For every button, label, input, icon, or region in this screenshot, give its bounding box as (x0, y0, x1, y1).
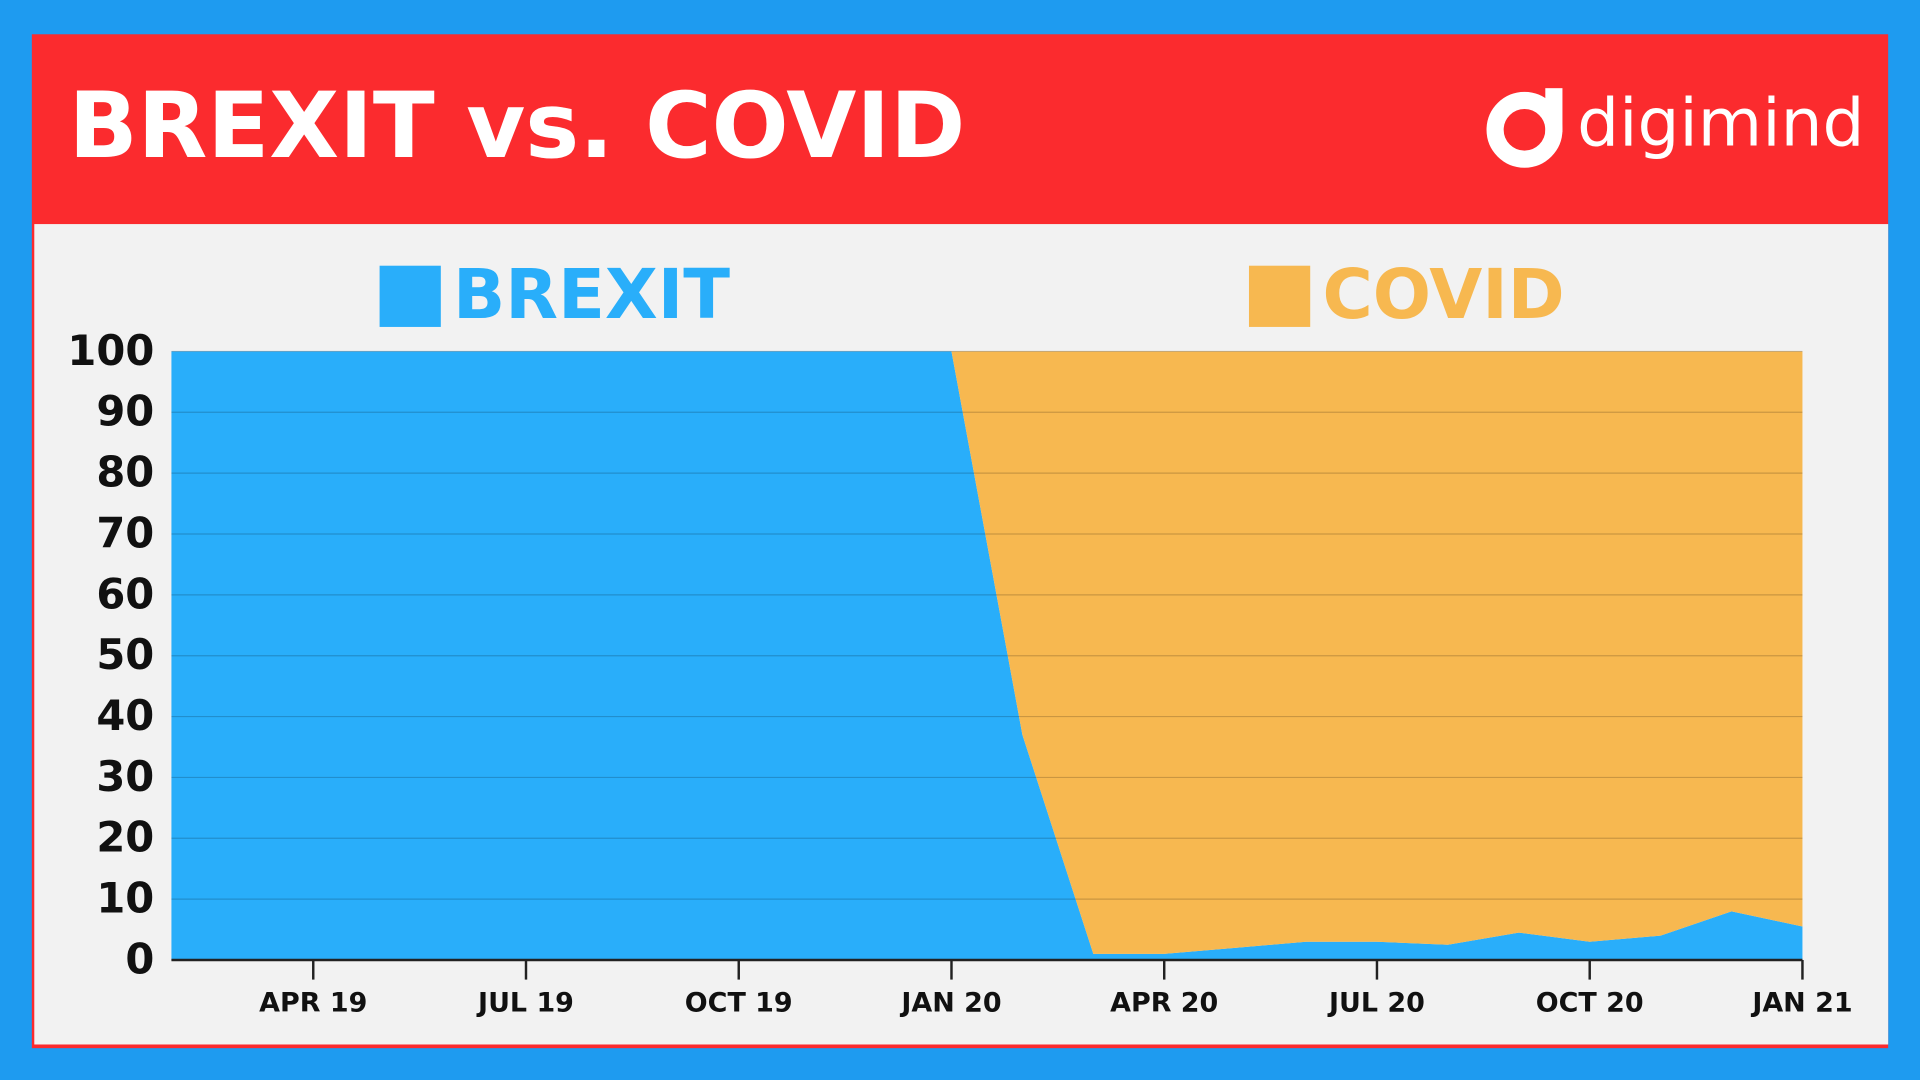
y-tick-label: 50 (96, 630, 154, 679)
y-tick-label: 100 (67, 326, 154, 375)
legend: BREXIT COVID (379, 255, 1565, 335)
legend-swatch (379, 265, 441, 327)
x-tick-label: APR 19 (259, 988, 367, 1019)
x-tick-label: OCT 20 (1536, 988, 1644, 1019)
x-tick-label: JAN 20 (899, 988, 1001, 1019)
x-tick-label: OCT 19 (685, 988, 793, 1019)
y-tick-label: 0 (125, 934, 154, 983)
x-tick-label: JUL 19 (476, 988, 574, 1019)
x-tick-label: APR 20 (1110, 988, 1218, 1019)
y-tick-label: 80 (96, 448, 154, 497)
area (171, 351, 1803, 954)
y-tick-label: 90 (96, 387, 154, 436)
brand-name: digimind (1577, 84, 1864, 161)
y-tick-label: 10 (96, 874, 154, 923)
area (171, 351, 1803, 960)
logo-stem (1545, 88, 1563, 133)
x-tick-label: JAN 21 (1750, 988, 1852, 1019)
legend-label: BREXIT (453, 255, 730, 335)
x-tick-label: JUL 20 (1327, 988, 1425, 1019)
y-tick-label: 30 (96, 752, 154, 801)
y-tick-label: 60 (96, 569, 154, 618)
y-tick-label: 20 (96, 813, 154, 862)
legend-label: COVID (1322, 255, 1564, 335)
chart-title: BREXIT vs. COVID (69, 74, 966, 179)
y-tick-label: 40 (96, 691, 154, 740)
y-tick-label: 70 (96, 508, 154, 557)
plot-area: 0 10 20 30 40 50 60 70 80 90 100 APR 19 JUL 19 OCT 19… (67, 326, 1852, 1019)
legend-swatch (1248, 265, 1311, 327)
logo: digimind (1486, 84, 1864, 168)
